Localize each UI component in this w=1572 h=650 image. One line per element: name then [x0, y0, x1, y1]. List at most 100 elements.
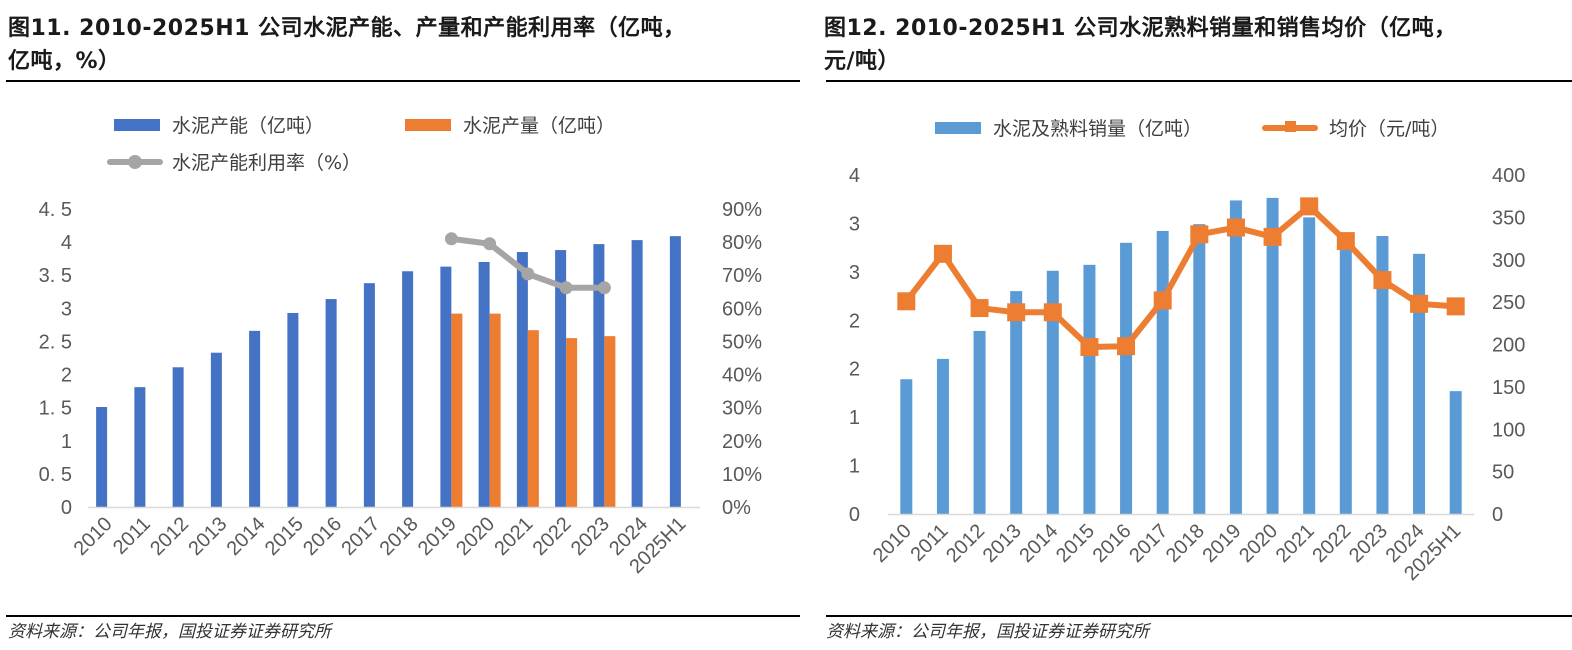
- figure-11-bottom-rule: [6, 615, 800, 617]
- bar-primary: [1120, 242, 1133, 515]
- bar-primary: [900, 379, 913, 514]
- line-marker-square: [970, 299, 989, 318]
- line-marker-square: [1190, 225, 1209, 244]
- bar-primary: [631, 240, 643, 507]
- x-axis-category-label: 2023: [1345, 520, 1392, 567]
- legend-label: 水泥产量（亿吨）: [463, 115, 615, 137]
- bar-primary: [1339, 236, 1352, 514]
- line-marker-square: [1410, 294, 1429, 313]
- bar-secondary: [451, 313, 463, 507]
- legend-marker-square: [1285, 121, 1296, 132]
- bar-primary: [287, 312, 299, 507]
- bar-primary: [325, 299, 337, 507]
- legend-label: 水泥及熟料销量（亿吨）: [993, 118, 1202, 140]
- left-axis-tick-label: 0: [61, 497, 72, 519]
- line-marker-square: [1080, 338, 1099, 357]
- right-axis-tick-label: 10%: [722, 464, 762, 486]
- legend-label: 水泥产能（亿吨）: [172, 115, 324, 137]
- figure-11-source: 资料来源：公司年报，国投证券证券研究所: [8, 622, 331, 642]
- bar-secondary: [604, 336, 616, 507]
- line-marker-square: [1263, 227, 1282, 246]
- right-axis-tick-label: 250: [1492, 292, 1525, 314]
- left-axis-tick-label: 4. 5: [39, 199, 72, 221]
- left-axis-tick-label: 3: [61, 298, 72, 320]
- x-axis-category-label: 2023: [567, 513, 614, 560]
- figure-12-source: 资料来源：公司年报，国投证券证券研究所: [826, 622, 1149, 642]
- bar-primary: [593, 244, 605, 507]
- line-marker-square: [1336, 232, 1355, 251]
- legend-swatch-bar: [935, 122, 981, 134]
- bar-primary: [402, 271, 414, 507]
- bar-primary: [363, 283, 375, 507]
- x-axis-category-label: 2011: [907, 520, 953, 566]
- right-axis-tick-label: 0%: [722, 497, 751, 519]
- right-axis-tick-label: 60%: [722, 298, 762, 320]
- left-axis-tick-label: 2: [61, 365, 72, 387]
- legend-swatch-bar: [114, 119, 160, 131]
- bar-primary: [172, 367, 184, 507]
- x-axis-category-label: 2017: [337, 513, 384, 560]
- figure-11-title-rule: [6, 80, 800, 82]
- right-axis-tick-label: 200: [1492, 335, 1525, 357]
- line-marker-square: [1300, 197, 1319, 216]
- left-axis-tick-label: 2: [849, 359, 860, 381]
- bar-primary: [1193, 224, 1206, 514]
- line-marker-circle: [559, 281, 573, 295]
- legend-label: 均价（元/吨）: [1329, 118, 1449, 140]
- legend-label: 水泥产能利用率（%）: [172, 152, 361, 174]
- series-line: [903, 203, 1456, 351]
- x-axis-category-label: 2019: [414, 513, 461, 560]
- line-marker-square: [897, 292, 916, 311]
- line-marker-square: [1117, 337, 1136, 356]
- right-axis-tick-label: 400: [1492, 165, 1525, 187]
- x-axis-category-label: 2018: [376, 513, 423, 560]
- line-marker-circle: [597, 281, 611, 295]
- right-axis-tick-label: 100: [1492, 419, 1525, 441]
- right-axis-tick-label: 0: [1492, 504, 1503, 526]
- x-axis-category-label: 2020: [452, 513, 499, 560]
- bar-primary: [210, 352, 222, 507]
- figure-12-title-rule: [826, 80, 1572, 82]
- x-axis-category-label: 2018: [1162, 520, 1209, 567]
- bar-secondary: [489, 313, 501, 507]
- bar-primary: [1303, 217, 1316, 514]
- line-marker-square: [1373, 271, 1392, 290]
- figure-11-title: 图11. 2010-2025H1 公司水泥产能、产量和产能利用率（亿吨， 亿吨，…: [8, 12, 800, 78]
- bar-primary: [1010, 291, 1023, 514]
- bar-primary: [249, 330, 261, 507]
- bar-primary: [936, 358, 949, 514]
- right-axis-tick-label: 300: [1492, 250, 1525, 272]
- figure-12-title-line1: 图12. 2010-2025H1 公司水泥熟料销量和销售均价（亿吨，: [824, 16, 1457, 41]
- bar-primary: [134, 387, 146, 507]
- left-axis-tick-label: 1: [849, 407, 860, 429]
- left-axis-tick-label: 2. 5: [39, 331, 72, 353]
- bar-primary: [1156, 230, 1169, 514]
- right-axis-tick-label: 70%: [722, 265, 762, 287]
- bar-primary: [516, 252, 528, 507]
- bar-secondary: [527, 330, 539, 507]
- line-marker-circle: [444, 232, 458, 246]
- x-axis-category-label: 2010: [869, 520, 916, 567]
- bar-primary: [1046, 270, 1059, 514]
- legend-swatch-bar: [405, 119, 451, 131]
- line-marker-square: [1043, 303, 1062, 322]
- line-marker-square: [1007, 303, 1026, 322]
- figure-11-title-line1: 图11. 2010-2025H1 公司水泥产能、产量和产能利用率（亿吨，: [8, 16, 686, 41]
- right-axis-tick-label: 50: [1492, 462, 1514, 484]
- x-axis-category-label: 2021: [490, 513, 537, 560]
- bar-primary: [1083, 264, 1096, 514]
- figure-11-title-line2: 亿吨，%）: [8, 49, 121, 74]
- x-axis-category-label: 2014: [223, 513, 270, 560]
- bar-primary: [1229, 200, 1242, 515]
- left-axis-tick-label: 3: [849, 213, 860, 235]
- bar-primary: [478, 261, 490, 507]
- bar-primary: [1376, 236, 1389, 514]
- line-marker-circle: [521, 267, 535, 281]
- x-axis-category-label: 2022: [1308, 520, 1355, 567]
- line-marker-square: [1226, 218, 1245, 237]
- legend-marker-circle: [128, 155, 142, 169]
- x-axis-category-label: 2011: [109, 513, 155, 559]
- bar-primary: [440, 266, 452, 507]
- x-axis-category-label: 2020: [1235, 520, 1282, 567]
- x-axis-category-label: 2015: [1052, 520, 1099, 567]
